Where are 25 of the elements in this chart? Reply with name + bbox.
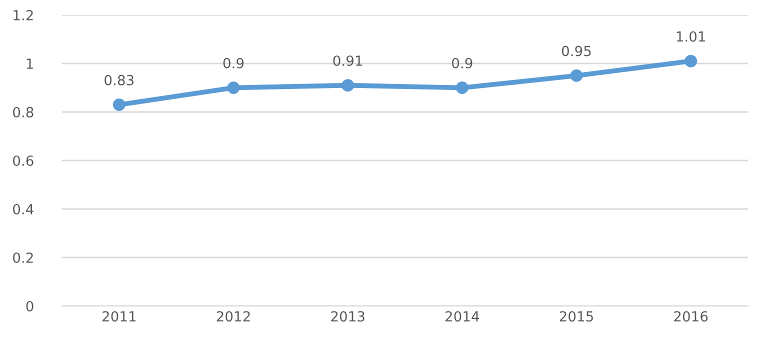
y-tick-label: 0.6 (13, 155, 34, 166)
x-tick-label: 2016 (674, 311, 708, 322)
point (570, 69, 583, 82)
y-tick-label: 1 (26, 58, 33, 69)
x-tick-label: 2012 (216, 311, 250, 322)
y-tick-label: 0.8 (13, 106, 34, 118)
y-tick-label: 0.4 (13, 204, 34, 214)
point (684, 54, 698, 68)
point (227, 82, 240, 94)
data-label: 0.95 (562, 46, 591, 56)
y-tick-label: 1.2 (14, 10, 33, 20)
y-tick-label: 0 (26, 300, 34, 312)
x-tick-label: 2013 (331, 311, 364, 322)
point (112, 98, 126, 111)
data-label: 0.83 (104, 74, 134, 86)
y-tick-label: 0.2 (13, 252, 33, 263)
data-label: 0.91 (333, 55, 362, 66)
x-tick-label: 2015 (560, 311, 593, 322)
point (456, 82, 468, 94)
data-label: 0.9 (223, 58, 244, 68)
x-tick-label: 2014 (446, 311, 480, 322)
point (342, 79, 354, 92)
x-tick-label: 2011 (102, 311, 136, 322)
data-label: 1.01 (676, 31, 706, 42)
data-label: 0.9 (452, 58, 472, 68)
